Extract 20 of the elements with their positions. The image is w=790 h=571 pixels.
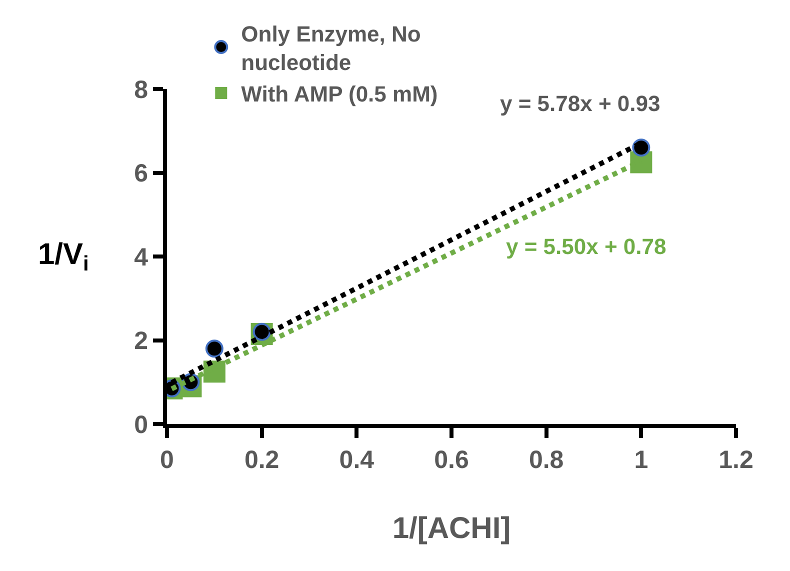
annotation: y = 5.50x + 0.78 bbox=[506, 234, 666, 259]
x-tick-label: 0.4 bbox=[339, 446, 374, 474]
y-tick-label: 0 bbox=[134, 410, 148, 439]
annotation: y = 5.78x + 0.93 bbox=[500, 91, 660, 116]
x-axis-title: 1/[ACHI] bbox=[392, 512, 511, 545]
y-tick-label: 2 bbox=[134, 327, 148, 355]
x-tick-label: 0.8 bbox=[528, 446, 564, 474]
x-tick-label: 0.6 bbox=[434, 446, 469, 474]
x-tick-label: 0.2 bbox=[244, 446, 280, 474]
x-tick-label: 1.2 bbox=[718, 446, 754, 474]
y-tick-label: 4 bbox=[134, 243, 148, 272]
x-tick-label: 0 bbox=[160, 446, 174, 474]
legend-label: With AMP (0.5 mM) bbox=[241, 82, 438, 107]
legend-label: Only Enzyme, No nucleotide bbox=[241, 21, 421, 75]
point bbox=[632, 138, 650, 157]
y-tick-label: 6 bbox=[134, 160, 148, 188]
point bbox=[205, 340, 224, 358]
y-axis-title: 1/V$_{i}$ bbox=[38, 238, 89, 276]
x-tick-label: 1 bbox=[634, 446, 648, 474]
y-tick-label: 8 bbox=[134, 76, 148, 104]
